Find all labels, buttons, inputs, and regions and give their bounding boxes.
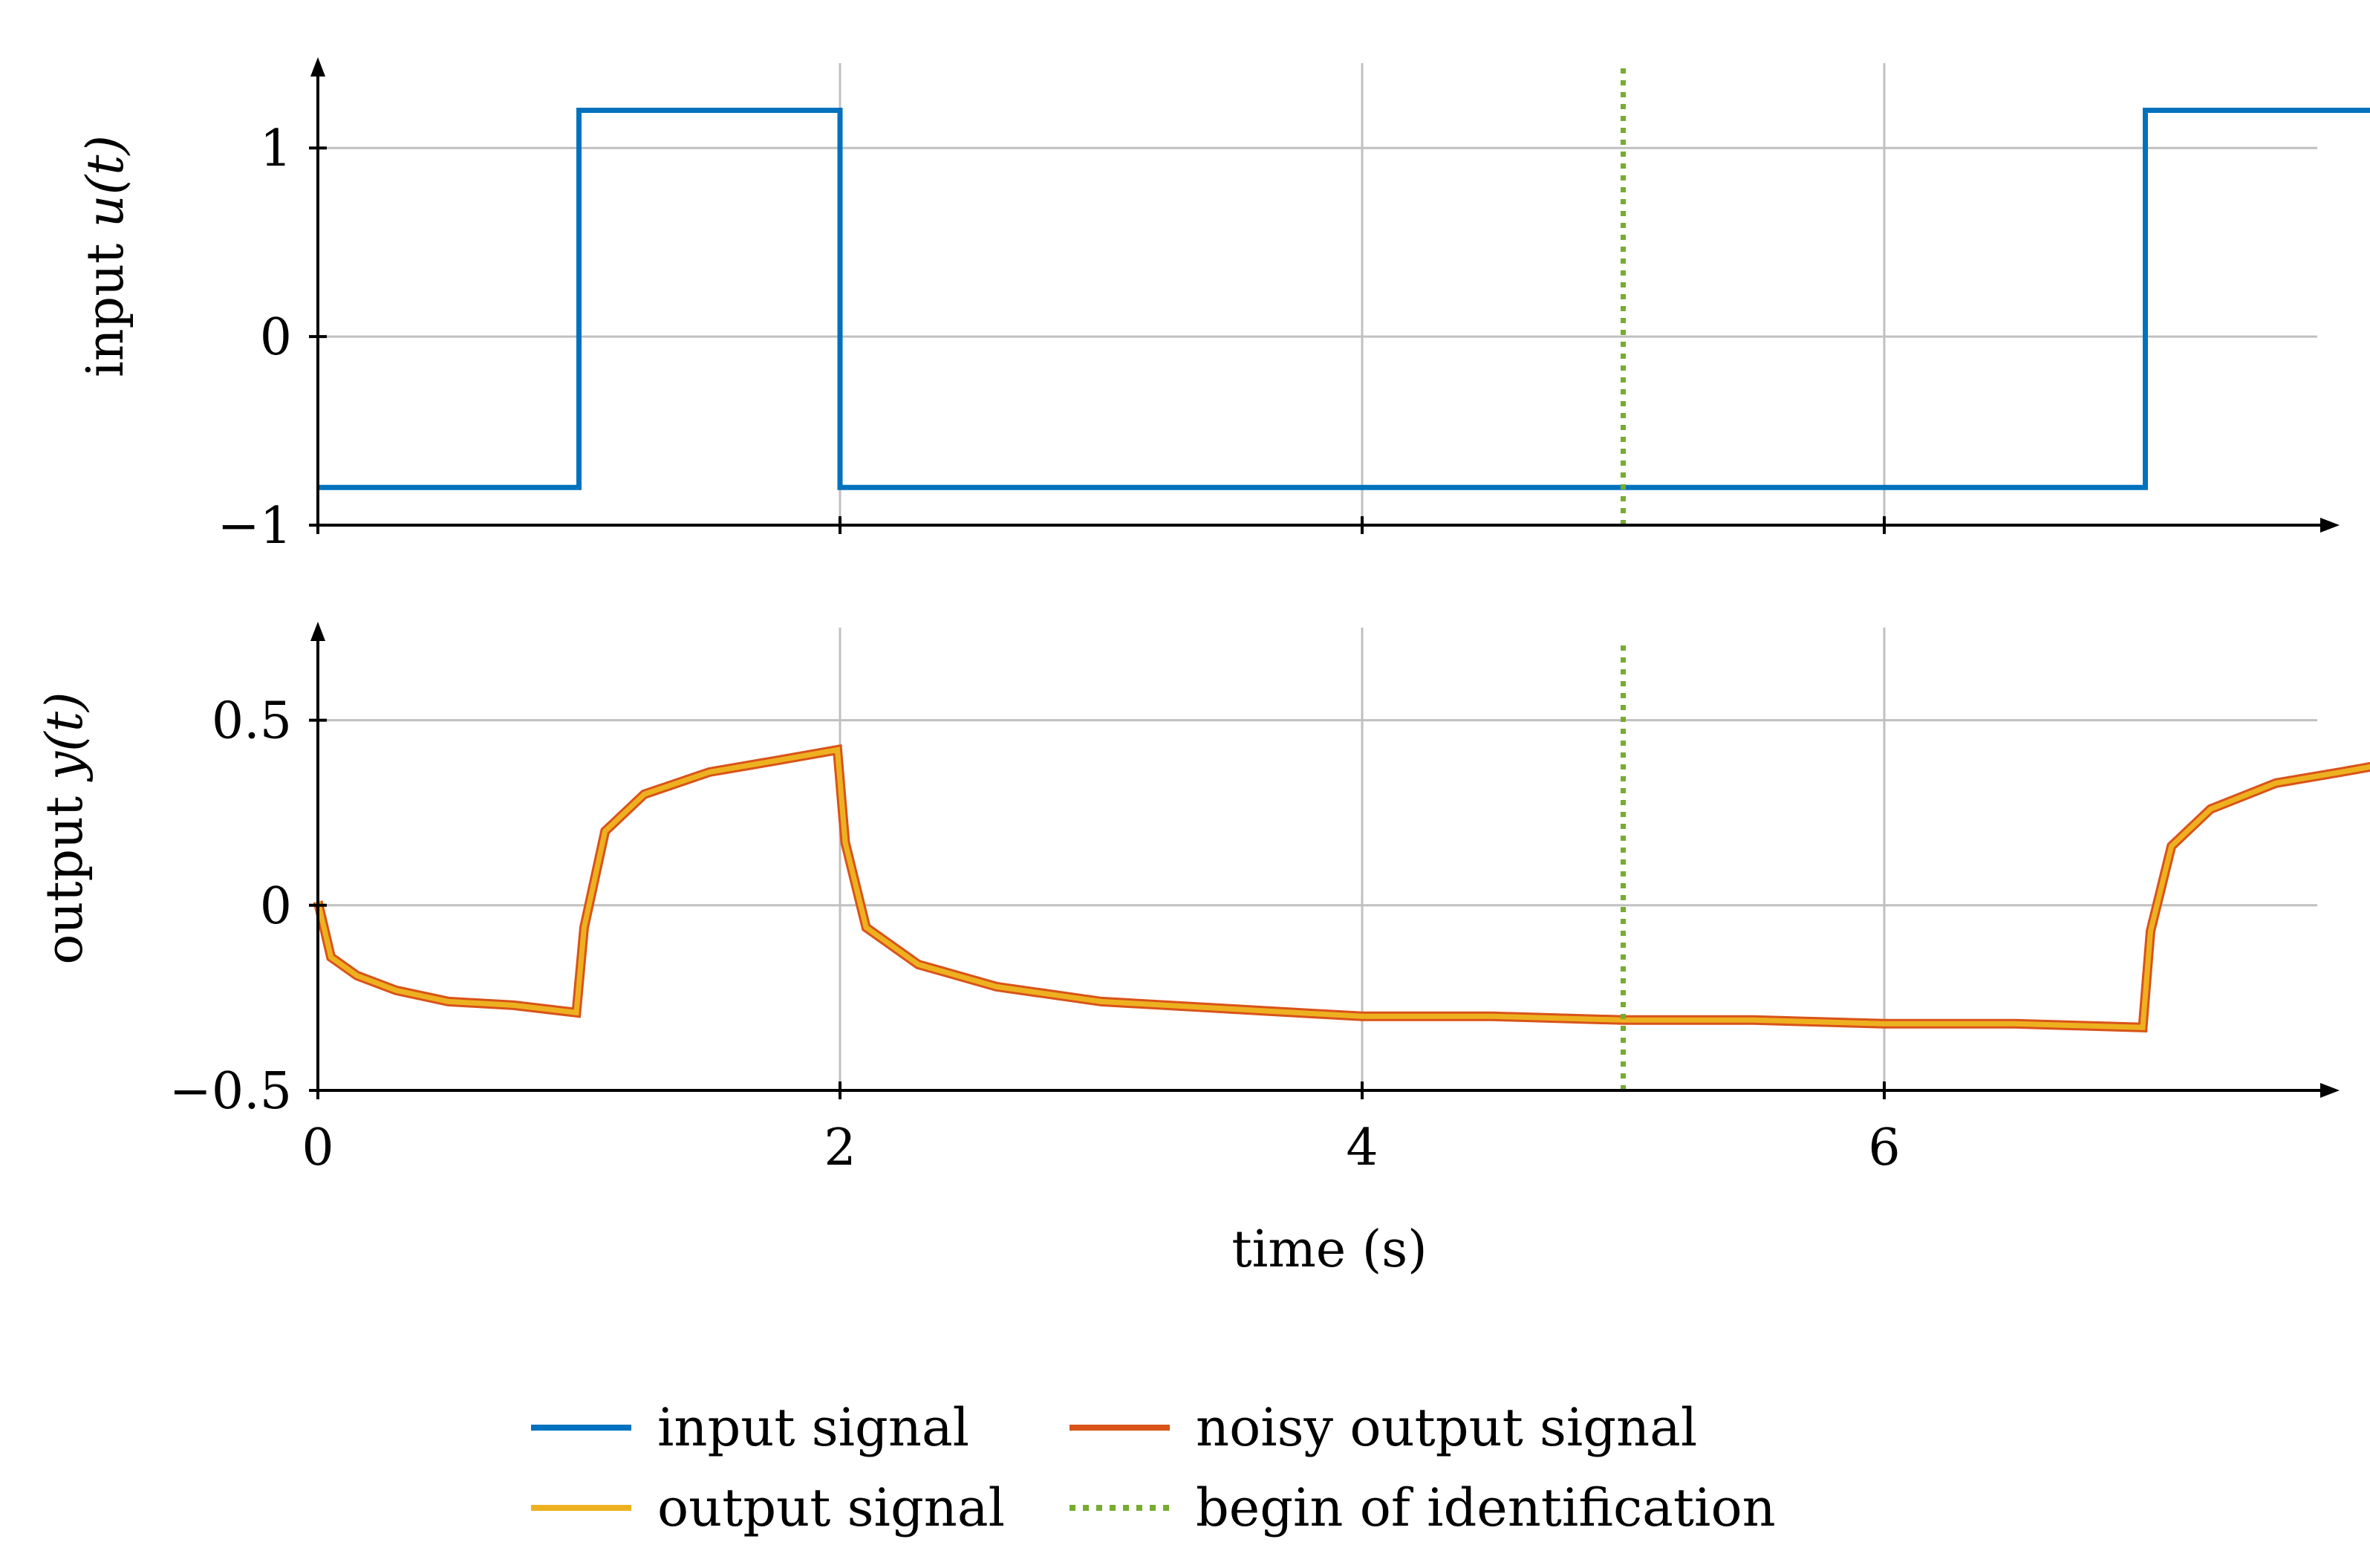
input-plot-series — [318, 63, 2370, 525]
bottom-y-tick-label: 0 — [260, 877, 292, 936]
legend-label: output signal — [657, 1477, 1005, 1538]
output-plot-x-ticks: 02468101214 — [302, 1119, 1900, 1177]
output-plot-series — [313, 639, 2370, 1090]
legend-label: noisy output signal — [1196, 1397, 1697, 1458]
output-plot: −0.500.5 02468101214 output y(t) time (s… — [36, 622, 2370, 1279]
input-plot-y-label-variable: u(t) — [76, 135, 135, 227]
output-plot-x-axis-label: time (s) — [1231, 1220, 1427, 1279]
bottom-y-tick-label: 0.5 — [212, 692, 292, 751]
bottom-x-axis-arrow — [2320, 1083, 2340, 1098]
input-plot: −1 0 1 input u(t) — [76, 57, 2370, 556]
output-plot-y-label-text: output — [36, 796, 94, 965]
top-y-tick-label: 0 — [260, 308, 292, 367]
x-tick-label: 6 — [1868, 1119, 1900, 1177]
top-x-axis-arrow — [2320, 518, 2340, 533]
bottom-y-axis-arrow — [310, 622, 325, 641]
x-tick-label: 4 — [1346, 1119, 1378, 1177]
input-plot-y-label-text: input — [76, 244, 135, 377]
output-plot-y-ticks: −0.5 0 0.5 — [169, 692, 292, 1121]
bottom-y-tick-label: −0.5 — [169, 1062, 292, 1121]
x-tick-label: 0 — [302, 1119, 333, 1177]
legend-label: input signal — [657, 1397, 969, 1458]
input-plot-y-ticks: −1 0 1 — [218, 120, 292, 556]
input-plot-y-axis-label: input u(t) — [76, 135, 135, 377]
output-plot-axes — [309, 622, 2340, 1099]
input-plot-grid — [318, 63, 2317, 525]
output-plot-y-label-variable: y(t) — [36, 692, 94, 782]
legend: input signal noisy output signal output si… — [531, 1397, 1776, 1538]
output-signal-line — [315, 746, 2370, 1030]
output-plot-grid — [318, 628, 2317, 1090]
top-y-tick-label: −1 — [218, 497, 292, 556]
output-plot-y-axis-label: output y(t) — [36, 692, 94, 964]
x-tick-label: 2 — [824, 1119, 856, 1177]
noisy-output-signal-line — [313, 744, 2370, 1032]
top-y-tick-label: 1 — [260, 120, 292, 178]
input-signal-line — [318, 108, 2370, 490]
input-plot-axes — [309, 57, 2340, 534]
top-y-axis-arrow — [310, 57, 325, 77]
legend-label: begin of identification — [1196, 1477, 1776, 1538]
